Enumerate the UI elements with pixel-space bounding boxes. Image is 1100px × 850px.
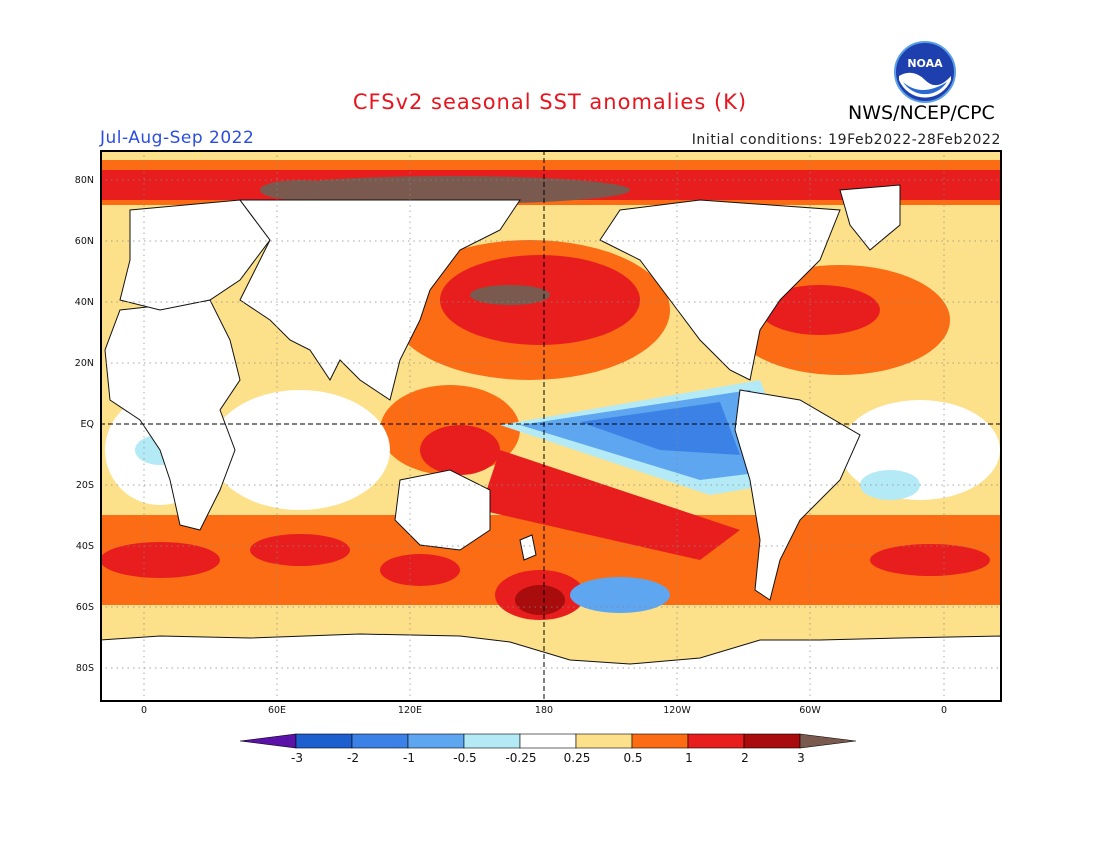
australia	[394, 469, 491, 551]
continents	[104, 184, 901, 601]
lon-label: 120W	[663, 705, 691, 716]
anomaly-field	[100, 160, 1002, 620]
colorbar-label: -0.5	[453, 751, 477, 765]
season-label: Jul-Aug-Sep 2022	[100, 128, 255, 148]
noaa-logo-text: NOAA	[907, 57, 943, 70]
colorbar-segment	[463, 733, 521, 749]
colorbar-segment	[575, 733, 633, 749]
lat-label: 40S	[75, 541, 94, 552]
colorbar-segment	[519, 733, 577, 749]
colorbar-arrow-low	[239, 733, 297, 749]
greenland	[839, 184, 901, 251]
graticule	[100, 150, 1002, 702]
colorbar-label: 2	[741, 751, 749, 765]
lat-label: 80S	[75, 663, 94, 674]
lat-label: 40N	[74, 297, 94, 308]
colorbar-label: -1	[403, 751, 415, 765]
colorbar-label: -3	[291, 751, 303, 765]
map-border	[100, 150, 1002, 702]
north-america	[599, 199, 841, 381]
noaa-logo-icon: NOAA	[894, 41, 956, 103]
colorbar-label: 0.25	[563, 751, 591, 765]
lat-label: 80N	[74, 175, 94, 186]
lon-label: 0	[140, 705, 148, 716]
colorbar-segment	[631, 733, 689, 749]
africa	[104, 299, 241, 531]
lon-label: 0	[940, 705, 948, 716]
sst-anomaly-map	[100, 150, 1002, 702]
colorbar-segment	[351, 733, 409, 749]
lat-label: EQ	[80, 419, 94, 430]
chart-title: CFSv2 seasonal SST anomalies (K)	[352, 90, 748, 114]
south-america	[734, 389, 861, 601]
lat-label: 20N	[74, 358, 94, 369]
colorbar-segment	[295, 733, 353, 749]
colorbar-arrow-high	[799, 733, 857, 749]
colorbar-label: -2	[347, 751, 359, 765]
lon-label: 60E	[267, 705, 287, 716]
colorbar-segment	[407, 733, 465, 749]
colorbar-label: 1	[685, 751, 693, 765]
initial-conditions-label: Initial conditions: 19Feb2022-28Feb2022	[691, 132, 1001, 148]
colorbar-label: 0.5	[623, 751, 643, 765]
colorbar-label: -0.25	[505, 751, 537, 765]
lon-label: 180	[534, 705, 554, 716]
lon-label: 60W	[799, 705, 821, 716]
lat-label: 60S	[75, 602, 94, 613]
lat-label: 60N	[74, 236, 94, 247]
colorbar-segment	[687, 733, 745, 749]
asia	[239, 199, 521, 401]
lon-label: 120E	[397, 705, 423, 716]
colorbar-label: 3	[797, 751, 805, 765]
colorbar-segment	[743, 733, 801, 749]
colorbar	[239, 733, 857, 749]
equator-dateline	[100, 150, 1002, 702]
agency-label: NWS/NCEP/CPC	[848, 102, 995, 124]
new-zealand	[519, 534, 537, 561]
lat-label: 20S	[75, 480, 94, 491]
